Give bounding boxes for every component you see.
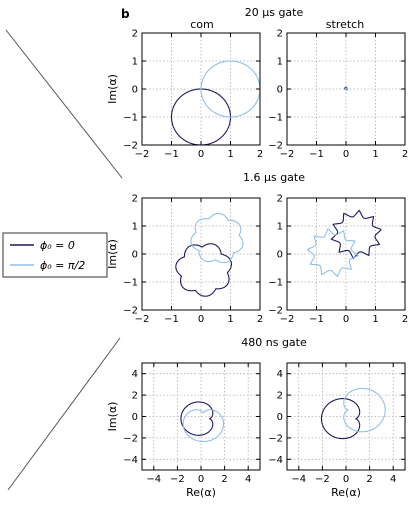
x-tick-label: −4 <box>146 474 161 485</box>
x-tick-label: −1 <box>164 314 179 325</box>
x-axis-label: Re(α) <box>186 486 216 499</box>
x-tick-label: 0 <box>198 474 204 485</box>
x-tick-label: 2 <box>257 314 263 325</box>
chart-panel-2: −2 −1 0 1 2 −2 −1 0 1 2 <box>268 29 408 161</box>
x-tick-label: 2 <box>402 314 408 325</box>
y-tick-label: 1 <box>132 57 138 68</box>
y-tick-label: −1 <box>123 113 138 124</box>
y-tick-label: −1 <box>268 278 283 289</box>
y-tick-label: −2 <box>268 141 283 152</box>
x-tick-label: −4 <box>291 474 306 485</box>
x-tick-label: −2 <box>135 149 150 160</box>
x-tick-label: 1 <box>227 149 233 160</box>
y-tick-label: −4 <box>123 455 138 466</box>
x-tick-label: 2 <box>402 149 408 160</box>
y-tick-label: −2 <box>123 433 138 444</box>
x-tick-label: 4 <box>390 474 396 485</box>
series-line-phi-pi2 <box>343 387 386 433</box>
y-tick-label: −4 <box>268 455 283 466</box>
series-line-phi-pi2 <box>344 87 349 91</box>
legend-label-phi0: ϕ₀ = 0 <box>40 239 75 252</box>
x-tick-label: 0 <box>343 149 349 160</box>
guide-line-bottom <box>7 337 121 491</box>
y-tick-label: 4 <box>277 369 283 380</box>
y-tick-label: 2 <box>132 391 138 402</box>
x-tick-label: −2 <box>135 314 150 325</box>
series-line-phi0 <box>330 209 382 260</box>
y-axis-label: Im(α) <box>106 239 119 269</box>
y-tick-label: −2 <box>268 433 283 444</box>
row-title-3: 480 ns gate <box>241 336 307 349</box>
series-line-phi0 <box>180 401 214 436</box>
x-tick-label: 2 <box>257 149 263 160</box>
y-tick-label: 1 <box>277 57 283 68</box>
column-title-stretch: stretch <box>326 18 364 31</box>
chart-panel-4: −2 −1 0 1 2 −2 −1 0 1 2 <box>268 194 408 326</box>
y-tick-label: 2 <box>277 391 283 402</box>
y-tick-label: −2 <box>123 306 138 317</box>
y-tick-label: 2 <box>132 29 138 40</box>
x-tick-label: 1 <box>227 314 233 325</box>
y-tick-label: 0 <box>132 250 138 261</box>
y-tick-label: 0 <box>132 412 138 423</box>
y-tick-label: 4 <box>132 369 138 380</box>
y-axis-label: Im(α) <box>106 74 119 104</box>
y-axis-label: Im(α) <box>106 402 119 432</box>
x-tick-label: 2 <box>221 474 227 485</box>
series-line-phi-pi2 <box>306 228 359 278</box>
y-tick-label: 0 <box>277 412 283 423</box>
series-line-phi-pi2 <box>200 60 260 118</box>
chart-panel-1: −2 −1 0 1 2 −2 −1 0 1 2 Im(α) <box>106 29 263 161</box>
chart-panel-3: −2 −1 0 1 2 −2 −1 0 1 2 Im(α) <box>106 194 263 326</box>
y-tick-label: −1 <box>268 113 283 124</box>
x-tick-label: 1 <box>372 149 378 160</box>
y-tick-label: −2 <box>123 141 138 152</box>
chart-panel-6: −4 −2 0 2 4 −4 −2 0 2 4 Re(α) <box>268 362 406 499</box>
x-tick-label: 0 <box>198 149 204 160</box>
y-tick-label: 0 <box>277 85 283 96</box>
x-tick-label: −2 <box>280 149 295 160</box>
legend: ϕ₀ = 0 ϕ₀ = π/2 <box>2 232 108 278</box>
column-title-com: com <box>190 18 214 31</box>
x-tick-label: 0 <box>343 314 349 325</box>
panel-label: b <box>121 7 130 21</box>
legend-label-phi-pi2: ϕ₀ = π/2 <box>40 259 85 272</box>
series-line-phi0 <box>170 88 232 145</box>
chart-panel-5: −4 −2 0 2 4 −4 −2 0 2 4 Im(α) Re(α) <box>106 362 261 499</box>
x-tick-label: 4 <box>245 474 251 485</box>
x-tick-label: −2 <box>170 474 185 485</box>
series-line-phi-pi2 <box>190 212 244 264</box>
y-tick-label: 0 <box>132 85 138 96</box>
x-tick-label: 2 <box>366 474 372 485</box>
x-tick-label: −1 <box>309 149 324 160</box>
y-tick-label: 2 <box>277 194 283 205</box>
x-tick-label: −1 <box>164 149 179 160</box>
y-tick-label: −2 <box>268 306 283 317</box>
y-tick-label: 1 <box>277 222 283 233</box>
x-tick-label: 1 <box>372 314 378 325</box>
x-tick-label: −2 <box>315 474 330 485</box>
guide-line-top <box>5 29 123 179</box>
y-tick-label: 2 <box>277 29 283 40</box>
series-line-phi0 <box>175 243 232 297</box>
y-tick-label: 0 <box>277 250 283 261</box>
legend-box <box>2 232 108 278</box>
panels: −2 −1 0 1 2 −2 −1 0 1 2 Im(α) −2 −1 0 1 2 −2 −1 0 1 2 −2 −1 0 1 2… <box>106 29 408 500</box>
y-tick-label: 1 <box>132 222 138 233</box>
x-tick-label: −2 <box>280 314 295 325</box>
x-axis-label: Re(α) <box>331 486 361 499</box>
x-tick-label: 0 <box>198 314 204 325</box>
y-tick-label: −1 <box>123 278 138 289</box>
row-title-2: 1.6 μs gate <box>243 171 305 184</box>
x-tick-label: 0 <box>343 474 349 485</box>
series-line-phi0 <box>320 398 361 440</box>
y-tick-label: 2 <box>132 194 138 205</box>
row-title-1: 20 μs gate <box>245 6 304 19</box>
series-line-phi-pi2 <box>182 409 225 443</box>
x-tick-label: −1 <box>309 314 324 325</box>
